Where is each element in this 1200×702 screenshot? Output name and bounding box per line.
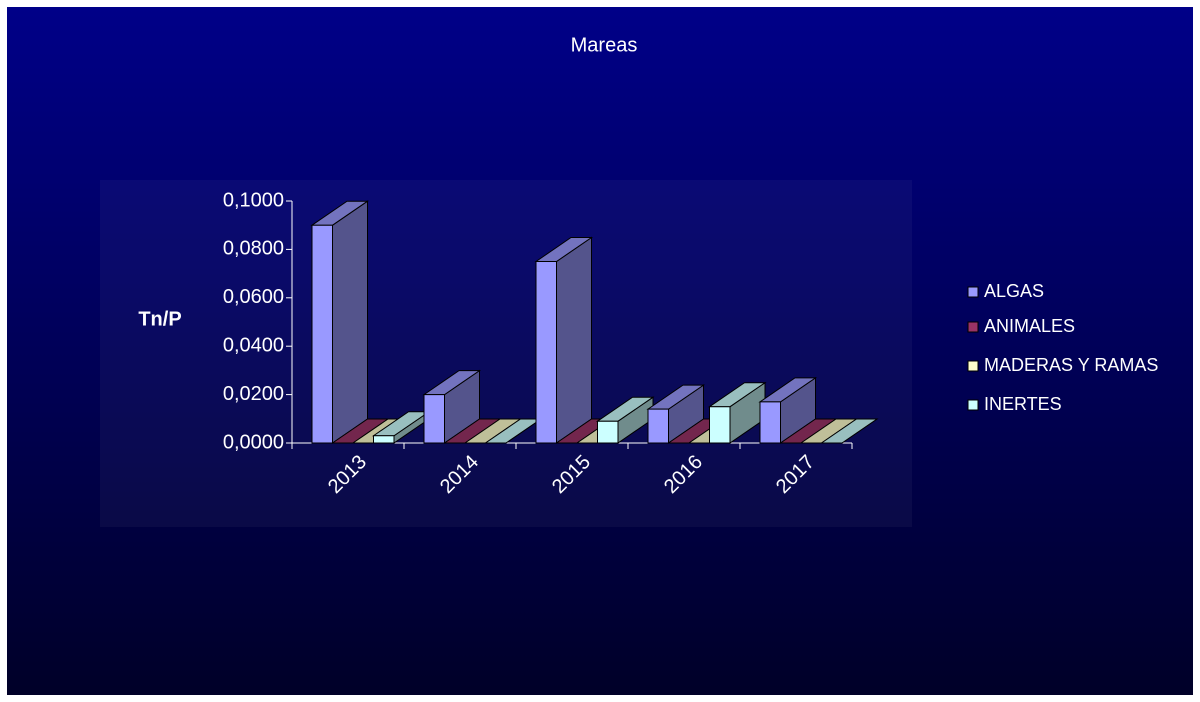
bar-front [311,224,333,444]
y-tick-label: 0,0600 [223,286,284,308]
legend-label: INERTES [984,394,1062,414]
bar [310,200,370,444]
bar [646,384,706,444]
y-tick-label: 0,0000 [223,431,284,453]
background [7,7,1193,695]
bar-side [556,236,592,444]
bar [819,418,879,444]
bar [371,410,431,444]
bar [534,236,594,444]
chart-title: Mareas [571,34,638,56]
legend-label: MADERAS Y RAMAS [984,355,1158,375]
y-tick-label: 0,1000 [223,189,284,211]
bar-front [647,408,669,444]
bar-front [759,401,781,444]
bar [595,396,655,444]
legend-label: ANIMALES [984,316,1075,336]
legend-label: ALGAS [984,281,1044,301]
bar-side [332,200,368,444]
y-tick-label: 0,0400 [223,334,284,356]
legend-swatch [967,399,979,411]
legend-swatch [967,321,979,333]
y-tick-label: 0,0800 [223,238,284,260]
bar-front [373,435,395,444]
bar-front [597,420,619,444]
bar-front [423,394,445,444]
bar [707,381,767,444]
y-axis-label: Tn/P [138,308,181,330]
legend-swatch [967,286,979,298]
bar-front [709,406,731,444]
bar [758,376,818,444]
bar-front [535,261,557,444]
plot-area [100,180,912,527]
legend-swatch [967,360,979,372]
y-tick-label: 0,0200 [223,383,284,405]
